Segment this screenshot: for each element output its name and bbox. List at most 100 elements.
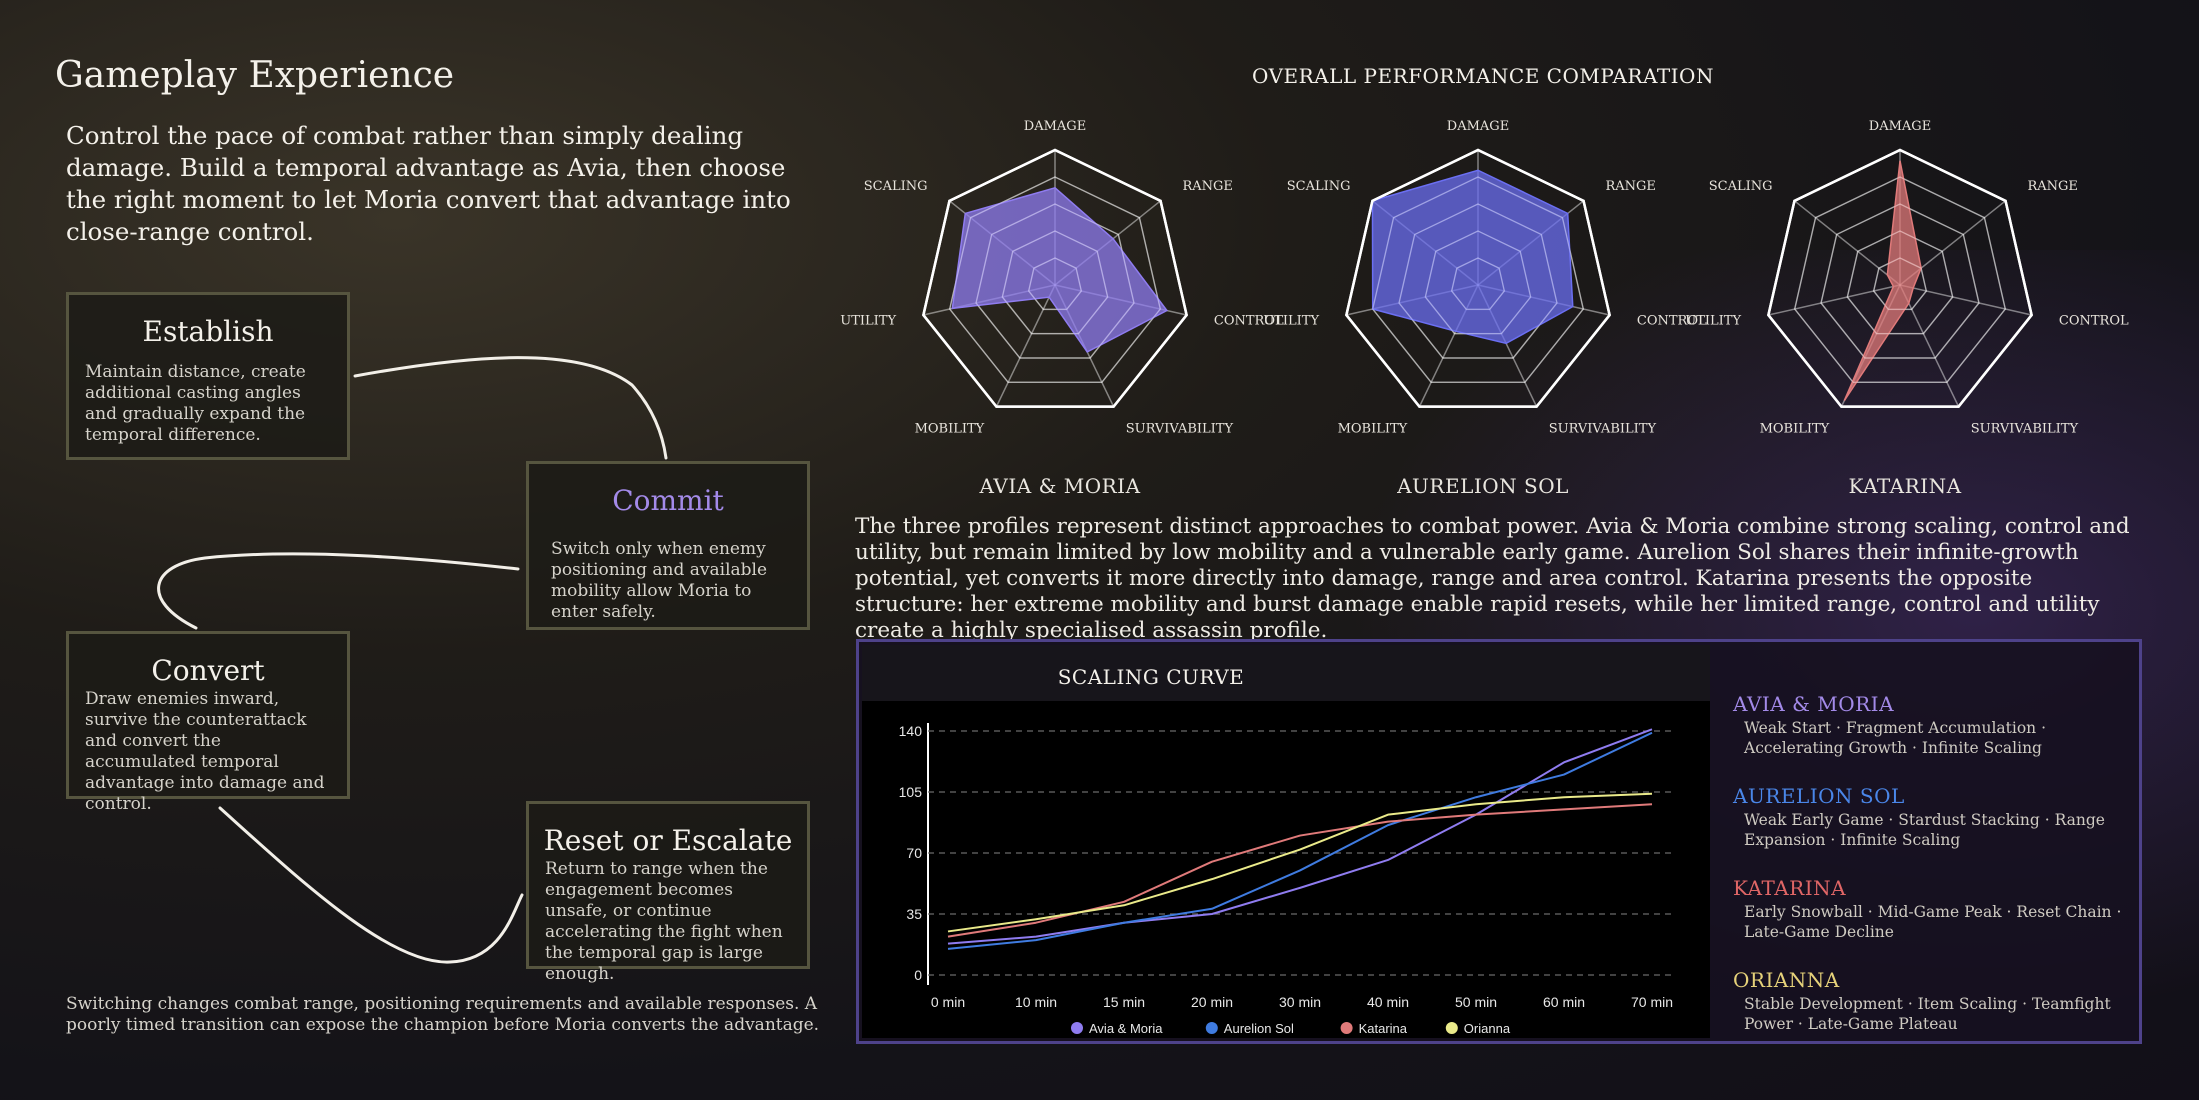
step-text: Return to range when the engagement beco… <box>545 859 783 984</box>
radar-grid-overlay <box>1001 230 1109 335</box>
radar-grid-ring <box>1846 230 1954 335</box>
legend-marker <box>1445 1022 1458 1034</box>
legend-name: KATARINA <box>1733 876 1847 900</box>
radar-axis-label: RANGE <box>2027 179 2077 194</box>
radar-axis-label: CONTROL <box>2059 313 2129 328</box>
legend-tags: Stable Development · Item Scaling · Team… <box>1744 995 2111 1033</box>
step-convert: Convert Draw enemies inward, survive the… <box>66 631 350 814</box>
radar-spoke <box>1793 200 1901 286</box>
radar-grid-overlay <box>949 176 1161 383</box>
radar-axis-label: RANGE <box>1182 179 1232 194</box>
step-title: Establish <box>142 315 274 348</box>
radar-axis-label: SURVIVABILITY <box>1971 421 2079 436</box>
series-line <box>947 792 1653 933</box>
radar-grid-overlay <box>1345 148 1611 408</box>
radar-grid-overlay <box>1846 230 1954 335</box>
y-tick-label: 140 <box>899 723 923 739</box>
x-tick-label: 20 min <box>1191 994 1233 1010</box>
radar-grid-overlay <box>1451 257 1505 310</box>
radar-grid-ring <box>1793 176 2007 384</box>
radar-grid-overlay <box>1794 176 2006 383</box>
radar-axis-label: DAMAGE <box>1024 119 1086 134</box>
radar-label-aurelion-sol: AURELION SOL <box>1397 474 1569 498</box>
legend-tags: Weak Start · Fragment Accumulation · Acc… <box>1744 719 2047 757</box>
series-line <box>947 803 1653 938</box>
performance-title: OVERALL PERFORMANCE COMPARATION <box>1252 64 1714 88</box>
radar-profile-area <box>1371 169 1574 345</box>
page-title: Gameplay Experience <box>55 55 455 96</box>
footnote: Switching changes combat range, position… <box>66 994 820 1035</box>
legend-katarina: KATARINA Early Snowball · Mid-Game Peak … <box>1733 876 2133 942</box>
x-tick-label: 0 min <box>931 994 965 1010</box>
legend-marker <box>1071 1022 1083 1034</box>
radar-axis-label: SURVIVABILITY <box>1126 421 1234 436</box>
legend-label: Avia & Moria <box>1089 1021 1163 1036</box>
radar-axis-label: MOBILITY <box>1338 421 1408 436</box>
step-title: Commit <box>612 484 724 517</box>
radar-axis-label: RANGE <box>1605 179 1655 194</box>
radar-grid-overlay <box>975 203 1135 359</box>
step-title: Convert <box>151 654 265 687</box>
radar-grid-overlay <box>1820 203 1980 359</box>
radar-axis-label: CONTROL <box>1637 313 1707 328</box>
radar-chart: DAMAGE RANGE CONTROL SURVIVABILITY MOBILITY U… <box>1263 119 1707 436</box>
radar-grid-overlay <box>1767 148 2033 408</box>
step-commit: Commit Switch only when enemy positionin… <box>526 461 810 630</box>
step-text: Draw enemies inward, survive the counter… <box>85 689 325 814</box>
radar-axis-label: UTILITY <box>1685 313 1741 328</box>
step-reset-or-escalate: Reset or Escalate Return to range when t… <box>526 801 810 984</box>
radar-chart: DAMAGE RANGE CONTROL SURVIVABILITY MOBILITY U… <box>840 119 1284 436</box>
x-tick-label: 15 min <box>1103 994 1145 1010</box>
x-tick-label: 60 min <box>1543 994 1585 1010</box>
radar-axis-label: DAMAGE <box>1447 119 1509 134</box>
radar-spoke <box>1899 284 2032 316</box>
x-tick-label: 10 min <box>1015 994 1057 1010</box>
radar-grid-overlay <box>1372 176 1584 383</box>
legend-avia-moria: AVIA & MORIA Weak Start · Fragment Accum… <box>1733 692 2133 758</box>
step-title: Reset or Escalate <box>543 824 793 857</box>
radar-grid-overlay <box>922 148 1188 408</box>
radar-axis-label: CONTROL <box>1214 313 1284 328</box>
radar-spoke <box>1899 284 1960 407</box>
scaling-curve-panel: SCALING CURVE 140 105 70 35 0 0 min 10 min 15 m… <box>856 639 2142 1044</box>
x-tick-label: 40 min <box>1367 994 1409 1010</box>
step-text: Switch only when enemy positioning and a… <box>551 539 768 622</box>
radar-label-katarina: KATARINA <box>1848 474 1962 498</box>
radar-axis-label: SCALING <box>1709 179 1773 194</box>
radar-axis-label: SURVIVABILITY <box>1549 421 1657 436</box>
radar-axis-label: MOBILITY <box>1760 421 1830 436</box>
y-tick-label: 70 <box>906 845 922 861</box>
x-tick-label: 70 min <box>1631 994 1673 1010</box>
legend-orianna: ORIANNA Stable Development · Item Scalin… <box>1733 968 2133 1034</box>
radar-axis-label: SCALING <box>864 179 928 194</box>
y-tick-label: 0 <box>914 967 922 983</box>
legend-label: Aurelion Sol <box>1224 1021 1294 1036</box>
radar-axis-label: UTILITY <box>840 313 896 328</box>
radar-label-avia-moria: AVIA & MORIA <box>979 474 1141 498</box>
series-line <box>947 731 1653 950</box>
radar-grid-ring <box>1820 203 1980 359</box>
step-establish: Establish Maintain distance, create addi… <box>66 292 350 460</box>
chart-header <box>862 645 1710 701</box>
performance-description: The three profiles represent distinct ap… <box>855 514 2130 643</box>
radar-spoke <box>995 284 1056 407</box>
legend-marker <box>1340 1022 1353 1034</box>
radar-axis-label: UTILITY <box>1263 313 1319 328</box>
legend-label: Katarina <box>1359 1021 1408 1036</box>
radar-charts: DAMAGE RANGE CONTROL SURVIVABILITY MOBILITY U… <box>840 119 2129 436</box>
line-chart-svg: 140 105 70 35 0 0 min 10 min 15 min 20 min 30 min… <box>899 723 1673 1036</box>
legend-tags: Weak Early Game · Stardust Stacking · Ra… <box>1744 811 2105 849</box>
radar-profile-area <box>1843 160 1922 401</box>
legend-aurelion-sol: AURELION SOL Weak Early Game · Stardust … <box>1733 784 2133 850</box>
legend-name: AVIA & MORIA <box>1733 692 1895 716</box>
radar-axis-label: SCALING <box>1287 179 1351 194</box>
legend-name: AURELION SOL <box>1733 784 1905 808</box>
radar-grid-overlay <box>1398 203 1558 359</box>
radar-axis-label: MOBILITY <box>915 421 985 436</box>
x-tick-label: 30 min <box>1279 994 1321 1010</box>
y-tick-label: 35 <box>906 906 922 922</box>
legend-label: Orianna <box>1464 1021 1511 1036</box>
radar-chart: DAMAGE RANGE CONTROL SURVIVABILITY MOBILITY U… <box>1685 119 2129 436</box>
radar-grid-overlay <box>1873 257 1927 310</box>
